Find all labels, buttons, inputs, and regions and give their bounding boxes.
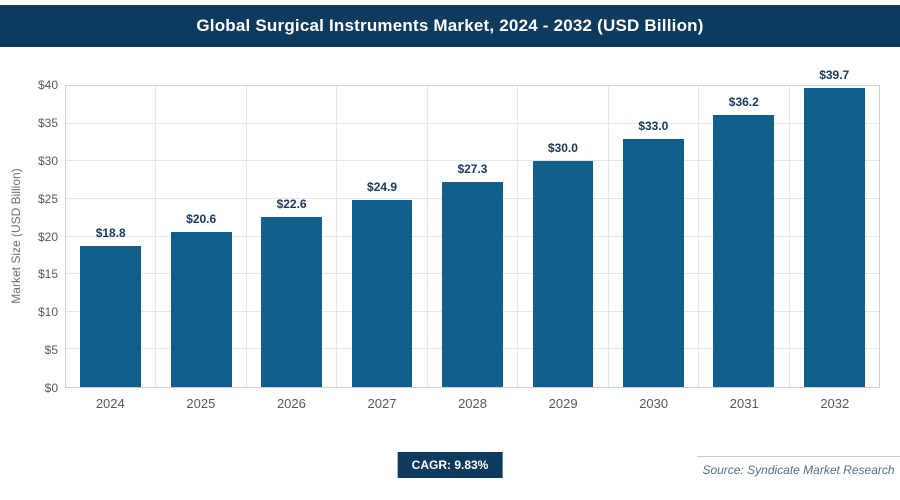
- bar-column: $20.6: [156, 86, 247, 387]
- bar: [532, 161, 594, 387]
- page-title: Global Surgical Instruments Market, 2024…: [196, 16, 704, 35]
- x-tick-label: 2029: [548, 396, 578, 411]
- bar: [261, 216, 322, 387]
- source-text: Source: Syndicate Market Research: [697, 456, 900, 477]
- y-tick-label: $35: [37, 115, 58, 130]
- bar: [803, 88, 865, 387]
- y-tick-label: $0: [44, 381, 58, 395]
- bar: [442, 181, 503, 387]
- x-tick-label: 2026: [276, 396, 306, 411]
- y-tick-label: $40: [37, 78, 58, 92]
- bar: [351, 199, 413, 387]
- bar: [80, 245, 142, 387]
- x-axis-ticks: 2024 2025 2026 2027 2028 2029 2030 2031 2032: [65, 396, 880, 411]
- bar-column: $39.7: [790, 68, 879, 387]
- bar-column: $22.6: [247, 86, 338, 387]
- bar-column: $36.2: [699, 86, 790, 387]
- bar-value-label: $20.6: [186, 212, 217, 226]
- bar-value-label: $30.0: [547, 141, 578, 156]
- bar-column: $27.3: [428, 86, 519, 387]
- bar-column: $33.0: [609, 86, 700, 387]
- y-tick-label: $10: [37, 305, 58, 320]
- y-axis-title: Market Size (USD Billion): [9, 168, 23, 304]
- bar: [170, 232, 232, 387]
- bar: [622, 138, 684, 387]
- y-tick-label: $5: [44, 343, 58, 358]
- y-tick-label: $25: [37, 191, 58, 206]
- x-tick-label: 2028: [458, 396, 487, 411]
- bars-layer: $18.8 $20.6 $22.6 $24.9 $27.3 $30.0 $33.0 $36.2…: [66, 68, 879, 387]
- cagr-badge: CAGR: 9.83%: [397, 452, 503, 478]
- bar: [713, 114, 775, 387]
- bar-value-label: $18.8: [95, 225, 126, 240]
- x-tick-label: 2024: [95, 396, 125, 411]
- bar-column: $18.8: [66, 86, 157, 387]
- y-tick-label: $15: [37, 267, 58, 282]
- bar-value-label: $24.9: [367, 179, 398, 194]
- h-gridline: [66, 160, 879, 162]
- bar-value-label: $27.3: [457, 161, 488, 176]
- bar-value-label: $36.2: [728, 94, 759, 109]
- y-tick-label: $20: [37, 229, 58, 244]
- bar-value-label: $33.0: [638, 118, 669, 133]
- y-tick-label: $30: [37, 153, 58, 168]
- bar-value-label: $22.6: [276, 196, 307, 211]
- bar-column: $24.9: [337, 86, 428, 387]
- chart-title-bar: Global Surgical Instruments Market, 2024…: [0, 5, 900, 47]
- x-tick-label: 2030: [639, 396, 669, 411]
- h-gridline: [66, 122, 879, 124]
- x-tick-label: 2031: [729, 396, 759, 411]
- x-tick-label: 2025: [186, 396, 216, 411]
- x-tick-label: 2032: [820, 396, 850, 411]
- y-axis-ticks: $0 $5 $10 $15 $20 $25 $30 $35 $40: [22, 78, 58, 395]
- bar-column: $30.0: [518, 86, 609, 387]
- x-tick-label: 2027: [367, 396, 397, 411]
- bar-value-label: $39.7: [819, 68, 850, 83]
- plot-area: $18.8 $20.6 $22.6 $24.9 $27.3 $30.0 $33.0 $36.2…: [65, 68, 880, 388]
